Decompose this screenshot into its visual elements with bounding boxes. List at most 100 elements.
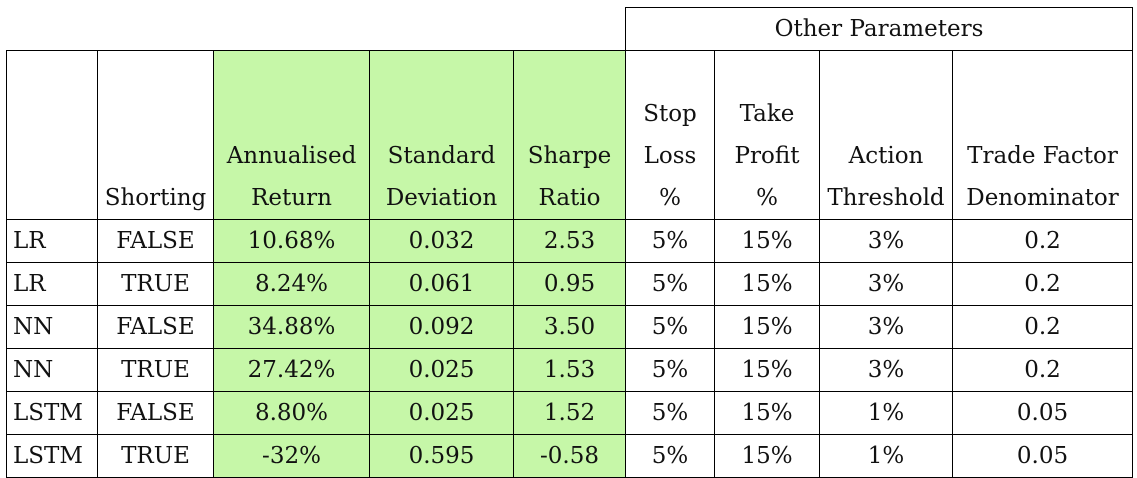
header-line: Action [848, 143, 924, 169]
col-header-annualised-return: Annualised Return [213, 50, 370, 220]
cell-take-profit: 15% [714, 262, 820, 306]
table-row: LSTM FALSE 8.80% 0.025 1.52 5% 15% 1% 0.… [6, 391, 1133, 435]
header-line: % [756, 185, 778, 211]
cell-standard-deviation: 0.595 [369, 434, 514, 478]
cell-action-threshold: 3% [819, 219, 953, 263]
cell-take-profit: 15% [714, 219, 820, 263]
cell-trade-factor: 0.2 [952, 348, 1133, 392]
header-line [220, 52, 363, 94]
header-line [104, 52, 207, 94]
header-line: Return [251, 185, 332, 211]
header-line: Stop [643, 101, 697, 127]
col-header-standard-deviation: Standard Deviation [369, 50, 514, 220]
cell-shorting: FALSE [97, 305, 214, 349]
col-header-stop-loss: Stop Loss% [625, 50, 715, 220]
cell-model: NN [6, 348, 98, 392]
col-header-take-profit: Take Profit% [714, 50, 820, 220]
cell-annualised-return: -32% [213, 434, 370, 478]
header-line [826, 93, 946, 135]
cell-model: LR [6, 262, 98, 306]
header-line: Threshold [827, 185, 945, 211]
header-line [959, 52, 1126, 94]
header-line: Annualised [226, 143, 357, 169]
header-line [376, 52, 507, 94]
cell-model: LSTM [6, 434, 98, 478]
cell-stop-loss: 5% [625, 262, 715, 306]
table-row: LR FALSE 10.68% 0.032 2.53 5% 15% 3% 0.2 [6, 219, 1133, 263]
header-line: Standard [387, 143, 496, 169]
header-line [520, 52, 619, 94]
cell-shorting: TRUE [97, 262, 214, 306]
col-header-action-threshold: Action Threshold [819, 50, 953, 220]
cell-annualised-return: 10.68% [213, 219, 370, 263]
table-row: NN FALSE 34.88% 0.092 3.50 5% 15% 3% 0.2 [6, 305, 1133, 349]
col-header-sharpe-ratio: Sharpe Ratio [513, 50, 626, 220]
header-line: Denominator [966, 185, 1119, 211]
cell-model: LR [6, 219, 98, 263]
header-line: Loss [643, 143, 697, 169]
cell-shorting: FALSE [97, 219, 214, 263]
header-line: Sharpe [527, 143, 612, 169]
cell-sharpe-ratio: 0.95 [513, 262, 626, 306]
cell-model: NN [6, 305, 98, 349]
header-line [721, 52, 813, 94]
header-line: Take [739, 101, 795, 127]
header-line: Profit [734, 143, 800, 169]
header-line: Deviation [385, 185, 498, 211]
cell-stop-loss: 5% [625, 305, 715, 349]
cell-standard-deviation: 0.032 [369, 219, 514, 263]
header-line: Ratio [538, 185, 601, 211]
cell-shorting: TRUE [97, 348, 214, 392]
cell-sharpe-ratio: 2.53 [513, 219, 626, 263]
col-header-model [6, 50, 98, 220]
cell-trade-factor: 0.2 [952, 219, 1133, 263]
cell-action-threshold: 3% [819, 262, 953, 306]
cell-action-threshold: 1% [819, 434, 953, 478]
cell-trade-factor: 0.05 [952, 434, 1133, 478]
table-row: LSTM TRUE -32% 0.595 -0.58 5% 15% 1% 0.0… [6, 434, 1133, 478]
header-line [376, 93, 507, 135]
cell-annualised-return: 8.80% [213, 391, 370, 435]
cell-take-profit: 15% [714, 348, 820, 392]
cell-trade-factor: 0.05 [952, 391, 1133, 435]
header-line [104, 135, 207, 177]
cell-action-threshold: 3% [819, 305, 953, 349]
cell-standard-deviation: 0.025 [369, 391, 514, 435]
cell-stop-loss: 5% [625, 348, 715, 392]
cell-trade-factor: 0.2 [952, 305, 1133, 349]
cell-standard-deviation: 0.092 [369, 305, 514, 349]
cell-take-profit: 15% [714, 391, 820, 435]
group-header-blank [6, 7, 626, 51]
cell-annualised-return: 34.88% [213, 305, 370, 349]
cell-stop-loss: 5% [625, 219, 715, 263]
cell-action-threshold: 3% [819, 348, 953, 392]
header-line [632, 52, 708, 94]
cell-model: LSTM [6, 391, 98, 435]
header-line [104, 93, 207, 135]
cell-standard-deviation: 0.061 [369, 262, 514, 306]
cell-stop-loss: 5% [625, 434, 715, 478]
cell-sharpe-ratio: 3.50 [513, 305, 626, 349]
cell-sharpe-ratio: -0.58 [513, 434, 626, 478]
table-row: LR TRUE 8.24% 0.061 0.95 5% 15% 3% 0.2 [6, 262, 1133, 306]
header-line [520, 93, 619, 135]
header-line: Trade Factor [967, 143, 1118, 169]
col-header-trade-factor-denominator: Trade Factor Denominator [952, 50, 1133, 220]
col-header-shorting: Shorting [97, 50, 214, 220]
cell-annualised-return: 8.24% [213, 262, 370, 306]
cell-take-profit: 15% [714, 434, 820, 478]
header-line: Shorting [104, 185, 207, 211]
cell-annualised-return: 27.42% [213, 348, 370, 392]
other-parameters-header: Other Parameters [625, 7, 1133, 51]
cell-standard-deviation: 0.025 [369, 348, 514, 392]
header-line [959, 93, 1126, 135]
column-header-row: Shorting Annualised Return Standard Deviat… [6, 50, 1133, 220]
cell-trade-factor: 0.2 [952, 262, 1133, 306]
header-line: % [659, 185, 681, 211]
cell-take-profit: 15% [714, 305, 820, 349]
cell-sharpe-ratio: 1.52 [513, 391, 626, 435]
group-header-row: Other Parameters [6, 7, 1133, 51]
table-row: NN TRUE 27.42% 0.025 1.53 5% 15% 3% 0.2 [6, 348, 1133, 392]
header-line [220, 93, 363, 135]
cell-shorting: TRUE [97, 434, 214, 478]
